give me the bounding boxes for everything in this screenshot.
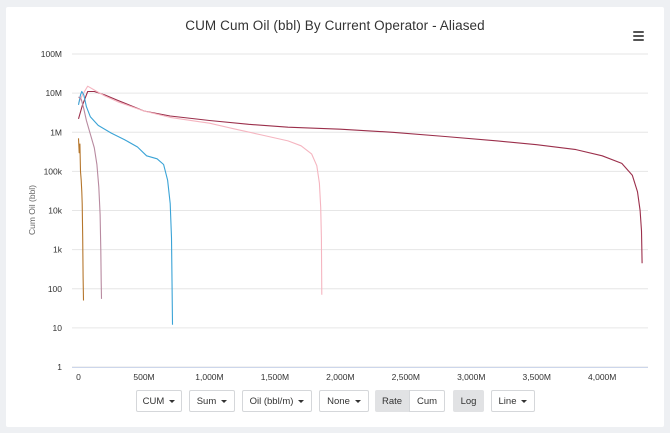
x-tick-label: 0 xyxy=(76,372,81,382)
group-dropdown-label: None xyxy=(327,396,350,407)
log-toggle-button[interactable]: Log xyxy=(453,390,484,412)
aggregation-dropdown-label: Sum xyxy=(196,396,217,407)
x-tick-label: 1,000M xyxy=(195,372,223,382)
y-tick-label: 1 xyxy=(57,362,62,372)
group-dropdown[interactable]: None xyxy=(319,390,369,412)
x-tick-label: 2,500M xyxy=(392,372,420,382)
hamburger-menu-icon[interactable] xyxy=(628,27,648,45)
x-tick-label: 3,500M xyxy=(523,372,551,382)
y-tick-label: 10 xyxy=(53,323,63,333)
x-tick-labels: 0 500M 1,000M 1,500M 2,000M 2,500M 3,000M 3,500… xyxy=(76,372,616,382)
chart-card xyxy=(6,7,664,427)
rate-toggle-button[interactable]: Rate xyxy=(375,390,409,412)
aggregation-dropdown[interactable]: Sum xyxy=(189,390,235,412)
grid-lines xyxy=(72,53,648,368)
chart-controls: CUM Sum Oil (bbl/m) None Rate Cum Log Li… xyxy=(0,390,670,414)
series-line-4 xyxy=(78,96,103,299)
unit-dropdown-label: Oil (bbl/m) xyxy=(249,396,294,407)
chevron-down-icon xyxy=(169,399,176,403)
y-axis-label: Cum Oil (bbl) xyxy=(27,185,37,235)
series-line-3 xyxy=(77,90,174,325)
chart-title: CUM Cum Oil (bbl) By Current Operator - … xyxy=(185,18,485,33)
series-line-2 xyxy=(78,85,323,295)
y-tick-label: 100M xyxy=(41,49,62,59)
chevron-down-icon xyxy=(354,399,361,403)
y-tick-label: 1k xyxy=(53,245,63,255)
x-tick-label: 500M xyxy=(133,372,154,382)
chevron-down-icon xyxy=(298,399,305,403)
y-tick-label: 100k xyxy=(44,166,63,176)
series-lines xyxy=(77,85,643,325)
chevron-down-icon xyxy=(221,399,228,403)
type-dropdown-label: CUM xyxy=(142,396,165,407)
chart-style-dropdown[interactable]: Line xyxy=(491,390,535,412)
y-tick-label: 10M xyxy=(45,88,62,98)
chart-style-dropdown-label: Line xyxy=(498,396,517,407)
series-line-5 xyxy=(77,138,85,301)
x-tick-label: 1,500M xyxy=(261,372,289,382)
type-dropdown[interactable]: CUM xyxy=(136,390,182,412)
y-tick-label: 10k xyxy=(48,206,62,216)
y-tick-label: 1M xyxy=(50,127,62,137)
y-tick-labels: 1 10 100 1k 10k 100k 1M 10M 100M xyxy=(41,49,63,372)
series-line-1 xyxy=(77,90,643,264)
unit-dropdown[interactable]: Oil (bbl/m) xyxy=(242,390,312,412)
cum-toggle-button[interactable]: Cum xyxy=(409,390,445,412)
y-tick-label: 100 xyxy=(48,284,62,294)
x-tick-label: 4,000M xyxy=(588,372,616,382)
chart-plot: 1 10 100 1k 10k 100k 1M 10M 100M 0 500M 1,000M 1,50… xyxy=(27,49,648,382)
x-tick-label: 2,000M xyxy=(326,372,354,382)
chevron-down-icon xyxy=(521,399,528,403)
x-tick-label: 3,000M xyxy=(457,372,485,382)
